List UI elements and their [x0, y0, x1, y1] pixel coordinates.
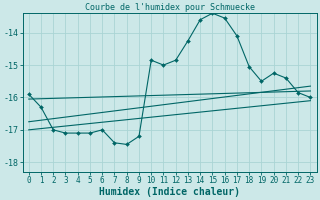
X-axis label: Humidex (Indice chaleur): Humidex (Indice chaleur): [99, 186, 240, 197]
Title: Courbe de l'humidex pour Schmuecke: Courbe de l'humidex pour Schmuecke: [84, 3, 255, 12]
